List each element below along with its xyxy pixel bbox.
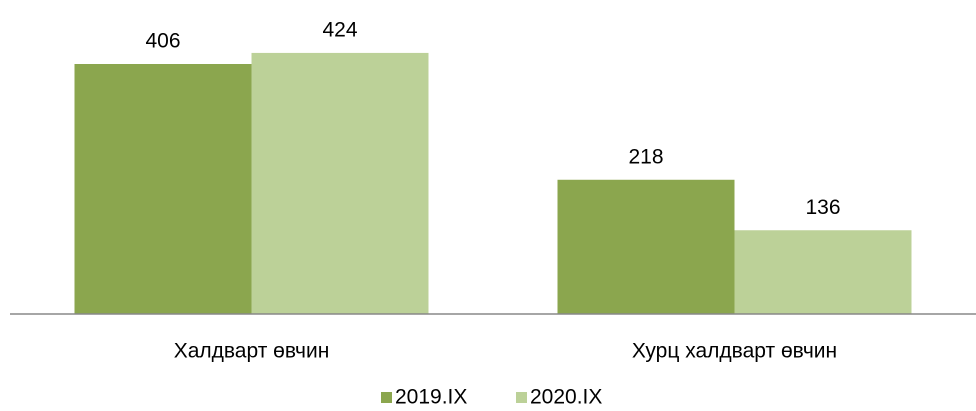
data-label: 424	[322, 18, 357, 41]
data-label: 406	[145, 30, 180, 53]
legend-swatch	[516, 392, 527, 403]
bar	[557, 179, 735, 314]
x-tick-label: Хурц халдварт өвчин	[632, 340, 837, 363]
bar	[74, 64, 252, 314]
x-tick-label: Халдварт өвчин	[174, 340, 330, 363]
bar	[251, 52, 429, 314]
legend-label: 2020.IX	[530, 386, 602, 409]
data-label: 218	[628, 145, 663, 168]
legend-label: 2019.IX	[395, 386, 467, 409]
bar	[734, 230, 912, 314]
data-label: 136	[805, 196, 840, 219]
legend-swatch	[381, 392, 392, 403]
